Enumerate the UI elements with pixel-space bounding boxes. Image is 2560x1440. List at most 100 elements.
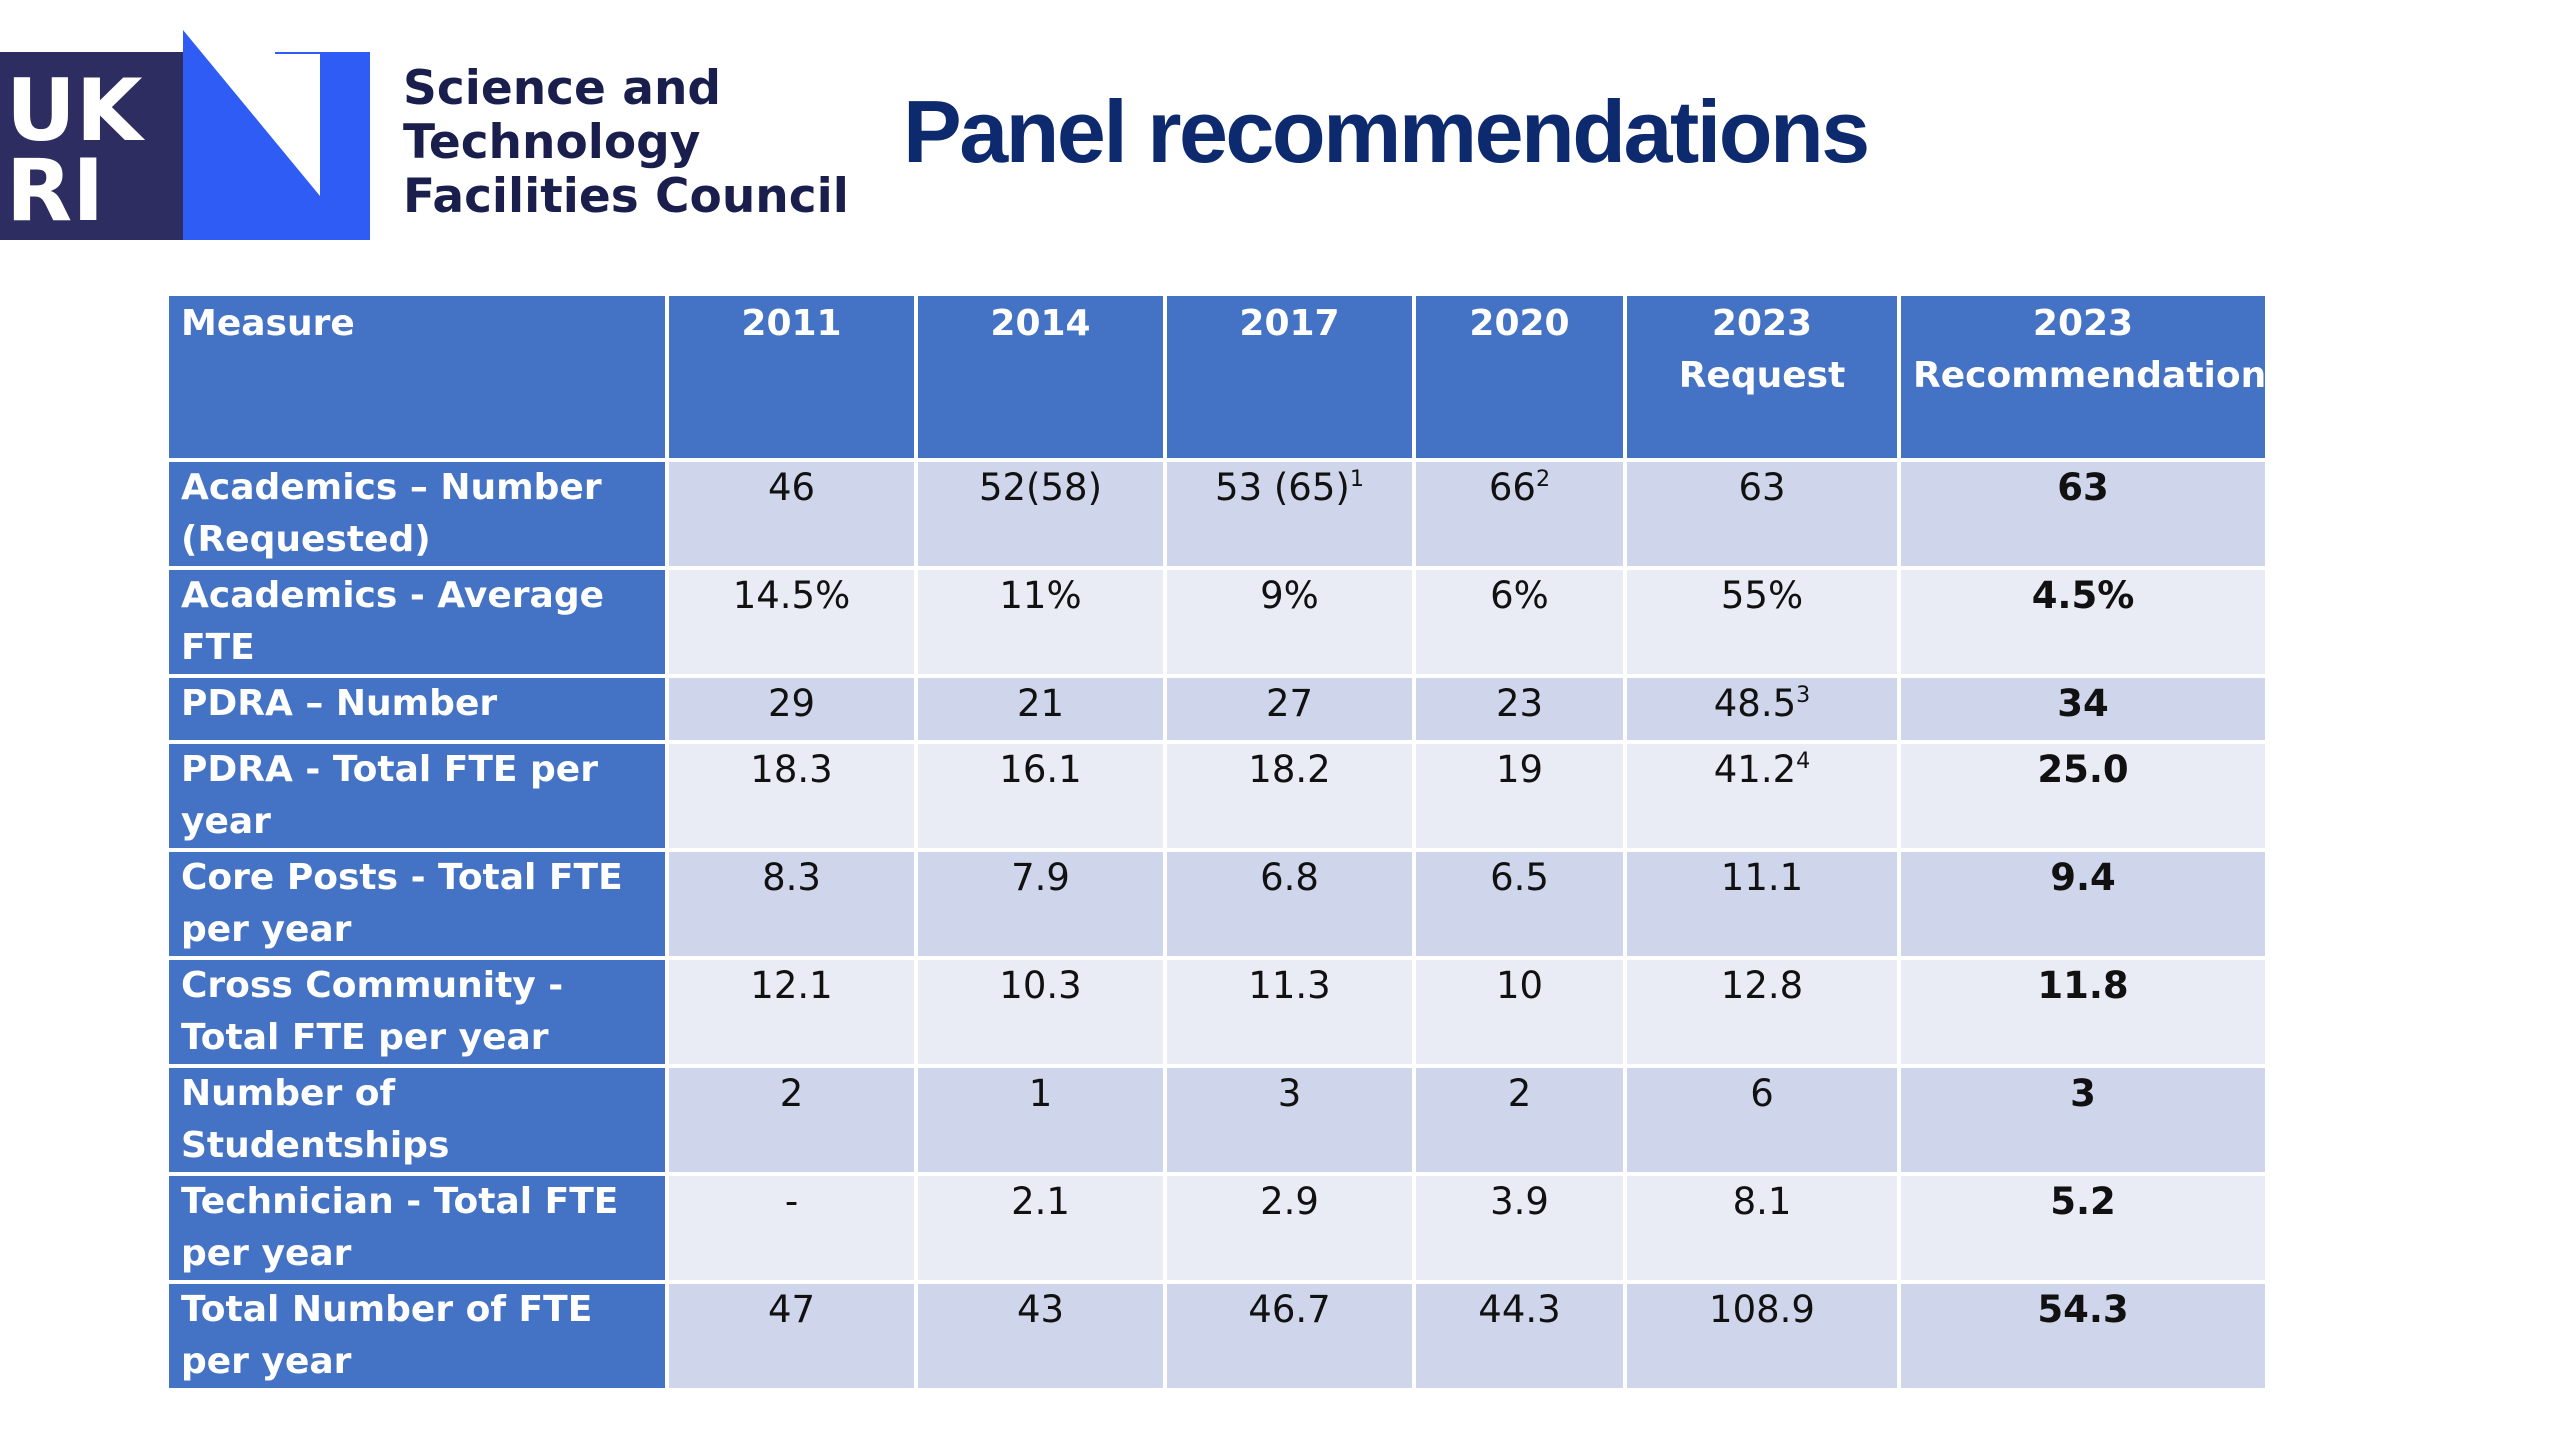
- table-cell: 23: [1412, 674, 1627, 744]
- cell-value: 27: [1265, 682, 1314, 725]
- cell-value: 2.1: [1011, 1180, 1070, 1223]
- table-cell: 27: [1163, 674, 1416, 744]
- cell-value: 10: [1495, 964, 1544, 1007]
- table-row: Cross Community - Total FTE per year 12.1…: [165, 956, 2269, 1068]
- table-cell: 662: [1412, 458, 1627, 570]
- cell-value: 16.1: [999, 748, 1082, 791]
- cell-value: 10.3: [999, 964, 1082, 1007]
- cell-value: 1: [1028, 1072, 1053, 1115]
- column-header: 2017: [1163, 292, 1416, 462]
- table-cell: 11%: [914, 566, 1167, 678]
- cell-value: 8.3: [762, 856, 821, 899]
- table-cell: 2: [665, 1064, 918, 1176]
- cell-value: 2: [1507, 1072, 1532, 1115]
- recommendation-cell: 11.8: [1897, 956, 2269, 1068]
- cell-value: 3: [1277, 1072, 1302, 1115]
- org-name: Science and Technology Facilities Counci…: [403, 62, 849, 224]
- table-row: Total Number of FTE per year 47 43 46.7 44.3…: [165, 1280, 2269, 1392]
- table-row: Academics – Number (Requested) 46 52(58) 53…: [165, 458, 2269, 570]
- cell-value: 3: [2070, 1072, 2096, 1115]
- recommendations-table: Measure 2011 2014 2017 2020 2023 Request…: [165, 292, 2269, 1392]
- cell-value: 66: [1488, 466, 1536, 509]
- cell-value: 52(58): [978, 466, 1103, 509]
- cell-value: 3.9: [1490, 1180, 1549, 1223]
- table-row: Core Posts - Total FTE per year 8.3 7.9 6.8…: [165, 848, 2269, 960]
- table-row: Technician - Total FTE per year - 2.1 2.9 3.…: [165, 1172, 2269, 1284]
- cell-value: 14.5%: [732, 574, 851, 617]
- table-cell: 3.9: [1412, 1172, 1627, 1284]
- table-cell: 8.1: [1623, 1172, 1901, 1284]
- table-cell: 7.9: [914, 848, 1167, 960]
- table-cell: 29: [665, 674, 918, 744]
- footnote-marker: 1: [1349, 466, 1364, 492]
- table-cell: 108.9: [1623, 1280, 1901, 1392]
- table-cell: 46: [665, 458, 918, 570]
- org-name-line: Science and: [403, 61, 722, 116]
- row-label: Core Posts - Total FTE per year: [165, 848, 669, 960]
- recommendation-cell: 63: [1897, 458, 2269, 570]
- page-title: Panel recommendations: [903, 82, 1870, 181]
- cell-value: 11%: [999, 574, 1082, 617]
- table-row: PDRA - Total FTE per year 18.3 16.1 18.2 19 4…: [165, 740, 2269, 852]
- recommendation-cell: 3: [1897, 1064, 2269, 1176]
- column-header: 2020: [1412, 292, 1627, 462]
- table-cell: 12.8: [1623, 956, 1901, 1068]
- table-cell: 10: [1412, 956, 1627, 1068]
- table-cell: 43: [914, 1280, 1167, 1392]
- recommendation-cell: 25.0: [1897, 740, 2269, 852]
- cell-value: 9%: [1260, 574, 1319, 617]
- cell-value: 25.0: [2037, 748, 2129, 791]
- row-label: PDRA – Number: [165, 674, 669, 744]
- cell-value: 11.8: [2037, 964, 2129, 1007]
- table-cell: 9%: [1163, 566, 1416, 678]
- table-cell: 41.24: [1623, 740, 1901, 852]
- cell-value: 41.2: [1713, 748, 1797, 791]
- table-cell: 2: [1412, 1064, 1627, 1176]
- cell-value: 63: [2057, 466, 2109, 509]
- table-cell: 6.5: [1412, 848, 1627, 960]
- table-cell: 6: [1623, 1064, 1901, 1176]
- cell-value: 12.1: [750, 964, 833, 1007]
- footnote-marker: 3: [1796, 682, 1811, 708]
- column-header: 2011: [665, 292, 918, 462]
- cell-value: 43: [1016, 1288, 1065, 1331]
- cell-value: 53 (65): [1215, 466, 1350, 509]
- table-cell: 2.9: [1163, 1172, 1416, 1284]
- cell-value: 47: [767, 1288, 816, 1331]
- cell-value: 2: [779, 1072, 804, 1115]
- recommendation-cell: 5.2: [1897, 1172, 2269, 1284]
- table-cell: 6%: [1412, 566, 1627, 678]
- column-header: Measure: [165, 292, 669, 462]
- cell-value: 21: [1016, 682, 1065, 725]
- cell-value: 7.9: [1011, 856, 1070, 899]
- row-label: Academics - Average FTE: [165, 566, 669, 678]
- cell-value: 9.4: [2050, 856, 2116, 899]
- column-header: 2014: [914, 292, 1167, 462]
- footnote-marker: 2: [1535, 466, 1551, 492]
- table-cell: 12.1: [665, 956, 918, 1068]
- table-cell: 18.3: [665, 740, 918, 852]
- table-cell: 14.5%: [665, 566, 918, 678]
- cell-value: 5.2: [2050, 1180, 2116, 1223]
- cell-value: 63: [1738, 466, 1786, 509]
- org-name-line: Facilities Council: [403, 169, 849, 224]
- table-cell: 63: [1623, 458, 1901, 570]
- row-label: Technician - Total FTE per year: [165, 1172, 669, 1284]
- table-cell: 18.2: [1163, 740, 1416, 852]
- svg-text:RI: RI: [6, 141, 104, 240]
- cell-value: 23: [1495, 682, 1544, 725]
- table-row: PDRA – Number 29 21 27 23 48.53 34: [165, 674, 2269, 744]
- cell-value: 6%: [1490, 574, 1549, 617]
- cell-value: -: [784, 1180, 799, 1223]
- row-label: Cross Community - Total FTE per year: [165, 956, 669, 1068]
- cell-value: 6: [1750, 1072, 1774, 1115]
- table-cell: 53 (65)1: [1163, 458, 1416, 570]
- cell-value: 108.9: [1709, 1288, 1815, 1331]
- table-row: Academics - Average FTE 14.5% 11% 9% 6% 55% 4.…: [165, 566, 2269, 678]
- cell-value: 34: [2057, 682, 2109, 725]
- cell-value: 12.8: [1720, 964, 1804, 1007]
- cell-value: 54.3: [2037, 1288, 2129, 1331]
- svg-text:UK: UK: [6, 61, 146, 161]
- table-cell: 8.3: [665, 848, 918, 960]
- table-body: Academics – Number (Requested) 46 52(58) 53…: [165, 458, 2269, 1392]
